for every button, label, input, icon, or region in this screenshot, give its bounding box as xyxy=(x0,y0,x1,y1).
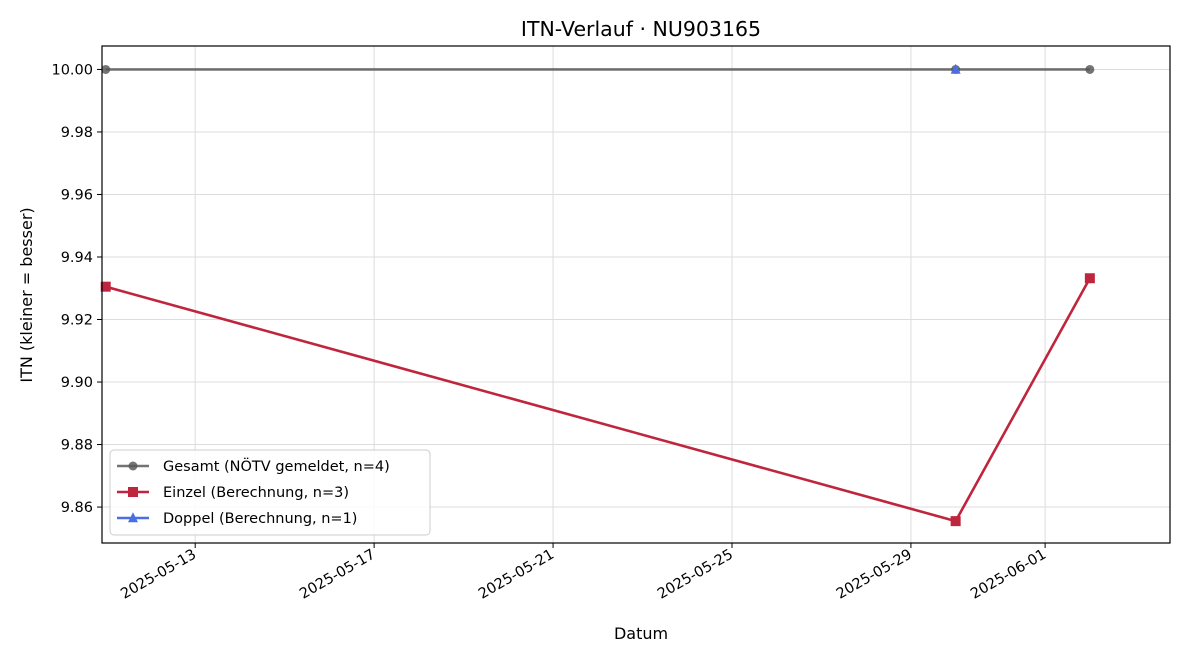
y-tick-label: 9.94 xyxy=(61,250,93,266)
legend-label: Doppel (Berechnung, n=1) xyxy=(163,511,357,527)
y-tick-label: 9.92 xyxy=(61,313,93,329)
legend-marker xyxy=(128,461,138,471)
y-axis-label: ITN (kleiner = besser) xyxy=(17,207,36,382)
data-point xyxy=(950,63,961,74)
data-point xyxy=(1085,64,1095,74)
legend-item: Gesamt (NÖTV gemeldet, n=4) xyxy=(117,457,390,475)
y-tick-label: 9.98 xyxy=(61,125,93,141)
data-point xyxy=(1084,273,1095,284)
y-tick-label: 9.96 xyxy=(61,187,93,203)
legend-item: Doppel (Berechnung, n=1) xyxy=(117,511,357,527)
y-axis: 9.86 9.88 9.90 9.92 9.94 9.96 9.98 10.00 xyxy=(51,62,102,516)
x-axis-label: Datum xyxy=(614,624,668,643)
y-tick-label: 9.90 xyxy=(61,375,93,391)
data-point xyxy=(101,64,111,74)
y-tick-label: 10.00 xyxy=(51,62,93,78)
legend-label: Einzel (Berechnung, n=3) xyxy=(163,485,349,501)
legend-label: Gesamt (NÖTV gemeldet, n=4) xyxy=(163,457,390,475)
legend-item: Einzel (Berechnung, n=3) xyxy=(117,485,349,501)
series-square xyxy=(100,273,1095,527)
chart-title: ITN-Verlauf · NU903165 xyxy=(521,17,761,41)
y-tick-label: 9.86 xyxy=(61,500,93,516)
legend-marker xyxy=(128,512,138,523)
plot-frame xyxy=(101,45,1171,544)
legend-box xyxy=(109,449,431,536)
y-tick-label: 9.88 xyxy=(61,438,93,454)
legend: Gesamt (NÖTV gemeldet, n=4) Einzel (Berec… xyxy=(109,449,431,536)
data-point xyxy=(950,516,961,527)
series-layer xyxy=(100,63,1095,527)
legend-marker xyxy=(128,487,138,497)
series-triangle xyxy=(950,63,961,74)
data-point xyxy=(100,281,111,292)
